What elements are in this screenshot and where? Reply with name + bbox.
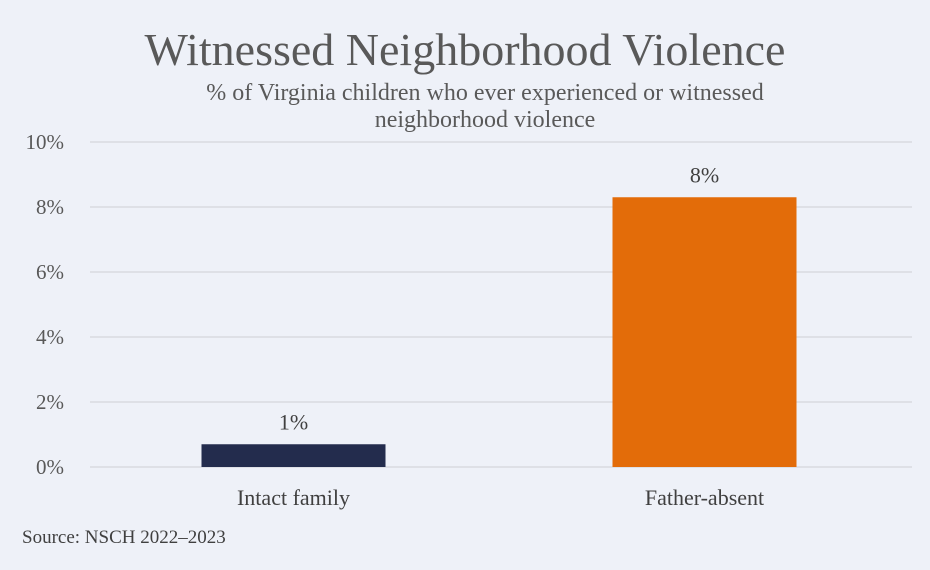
y-tick-label: 6% <box>36 260 64 284</box>
data-label: 1% <box>279 409 308 434</box>
y-tick-label: 8% <box>36 195 64 219</box>
bar-intact-family <box>201 444 386 467</box>
y-axis-ticks: 0% 2% 4% 6% 8% 10% <box>26 130 65 479</box>
chart-title: Witnessed Neighborhood Violence <box>144 24 786 75</box>
source-note: Source: NSCH 2022–2023 <box>22 527 226 548</box>
bar-father-absent <box>612 197 797 467</box>
data-labels: 1% 8% <box>279 162 719 434</box>
x-axis-categories: Intact family Father-absent <box>237 485 764 510</box>
y-tick-label: 0% <box>36 455 64 479</box>
category-label: Intact family <box>237 485 350 510</box>
chart-subtitle: % of Virginia children who ever experien… <box>206 80 764 133</box>
data-label: 8% <box>690 162 719 187</box>
category-label: Father-absent <box>645 485 764 510</box>
y-tick-label: 10% <box>26 130 65 154</box>
bars <box>201 197 797 467</box>
y-tick-label: 4% <box>36 325 64 349</box>
y-tick-label: 2% <box>36 390 64 414</box>
